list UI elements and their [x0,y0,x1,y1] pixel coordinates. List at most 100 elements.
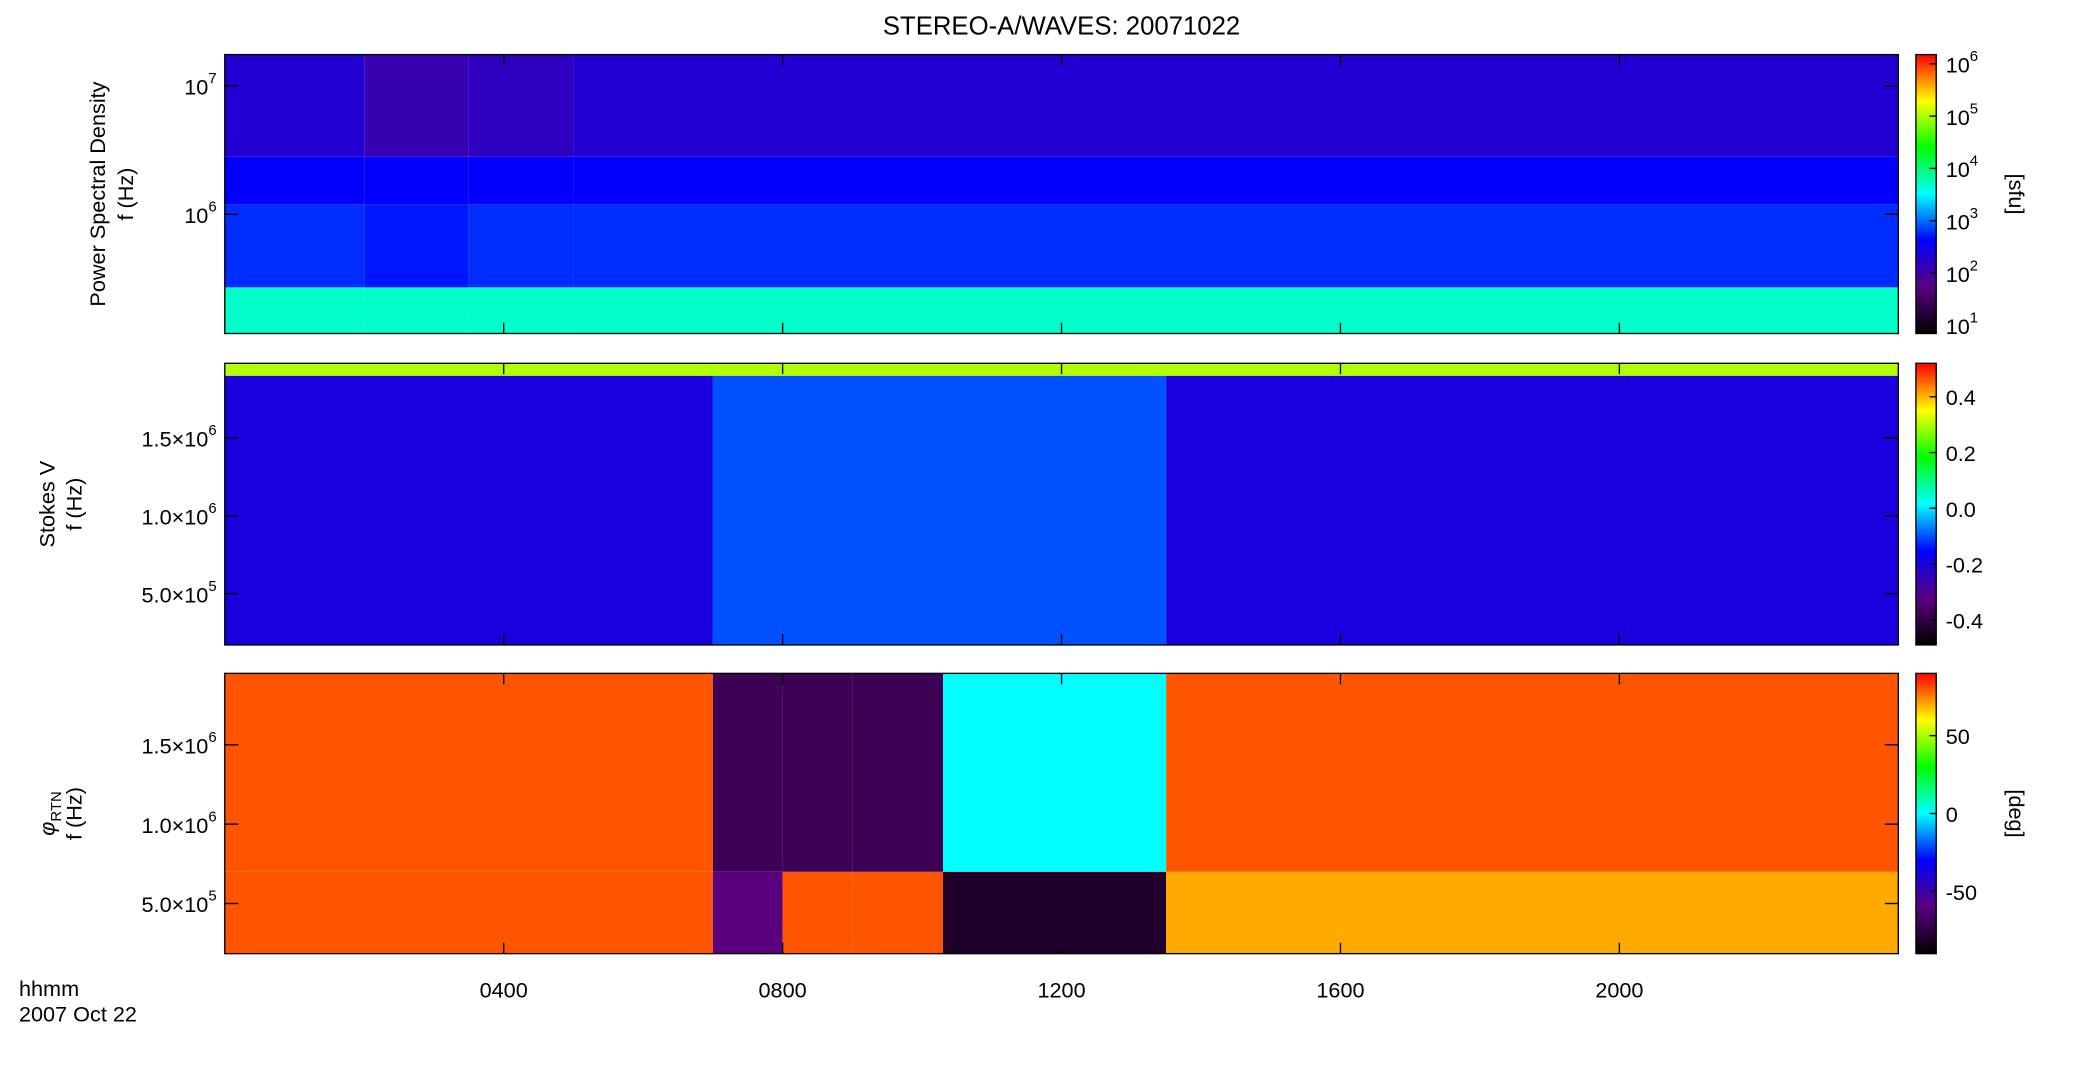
y-axis-label: f (Hz) [113,168,138,221]
heat-cell [224,204,365,288]
heat-cell [224,363,713,376]
colorbar-tick-label-text: 0.0 [1946,497,1976,522]
heat-cell [224,871,713,954]
colorbar-tick-label: 103 [1946,206,1978,234]
y-tick-label-exponent: 5 [208,579,216,595]
colorbar [1915,53,1937,335]
heat-cell [712,673,783,872]
heat-cell [942,871,1167,954]
colorbar-label: [sfu] [2004,174,2029,215]
heat-cell [712,363,1167,376]
colorbar-tick-label-text: 10 [1946,52,1970,77]
colorbar-tick-label-exponent: 2 [1970,258,1978,274]
heat-cell [782,871,853,954]
heat-cell [364,156,469,205]
colorbar-tick-label: 0.0 [1946,497,1976,522]
heat-cell [1166,673,1899,872]
y-tick-label-text: 5.0×10 [142,582,209,607]
x-tick-label: 0400 [480,977,528,1002]
colorbar-tick-label-text: 10 [1946,105,1970,130]
heat-cell [852,673,943,872]
colorbar-label: [deg] [2004,789,2029,837]
y-tick-label: 1.0×106 [142,501,217,529]
x-tick-label-text: 1200 [1037,977,1085,1002]
y-tick-label-exponent: 6 [208,809,216,825]
colorbar-tick-label-exponent: 5 [1970,101,1978,117]
colorbar-tick-label: 105 [1946,101,1978,129]
y-tick-label-exponent: 6 [208,199,216,215]
colorbar-tick-label: -0.4 [1946,608,1983,633]
colorbar-tick-label-text: 10 [1946,157,1970,182]
y-tick-label: 1.0×106 [142,809,217,837]
y-axis-label-subscript: RTN [49,791,65,821]
x-tick-label-text: 0400 [480,977,528,1002]
x-axis-label: hhmm [19,976,79,1001]
x-tick-label: 1200 [1037,977,1085,1002]
heat-cell [224,54,365,157]
y-tick-label-exponent: 6 [208,423,216,439]
colorbar-tick-label: 104 [1946,154,1978,182]
heat-cell [1166,375,1899,645]
y-tick-label-text: 10 [184,74,208,99]
heat-cell [224,287,365,334]
colorbar-tick-label: -0.2 [1946,552,1983,577]
chart-title: STEREO-A/WAVES: 20071022 [883,12,1240,40]
heat-cell [364,287,469,334]
colorbar-tick-label: 0.4 [1946,385,1976,410]
y-tick-label-exponent: 7 [208,71,216,87]
y-axis-label: Stokes V [34,460,59,547]
y-tick-label-exponent: 6 [208,501,216,517]
colorbar-tick-label-text: 10 [1946,314,1970,339]
heat-cell [224,673,713,872]
colorbar-tick-label: 0 [1946,802,1958,827]
heat-cell [468,156,574,205]
heat-cell [364,204,469,288]
y-tick-label: 107 [184,71,216,99]
heat-cell [852,871,943,954]
heat-cell [573,204,1899,288]
colorbar-tick-label: 50 [1946,724,1970,749]
colorbar-tick-label: -50 [1946,880,1977,905]
heat-cell [468,287,574,334]
colorbar [1915,362,1937,646]
heat-cell [782,673,853,872]
y-tick-label: 5.0×105 [142,579,217,607]
x-tick-label: 1600 [1316,977,1364,1002]
heat-cell [468,204,574,288]
heat-cell [224,375,713,645]
x-tick-label-text: 1600 [1316,977,1364,1002]
heat-cell [573,54,1899,157]
colorbar-tick-label: 102 [1946,258,1978,286]
heat-cell [364,54,469,157]
y-tick-label: 106 [184,199,216,227]
y-tick-label-text: 5.0×10 [142,892,209,917]
heat-cell [573,156,1899,205]
colorbar-tick-label: 0.2 [1946,441,1976,466]
x-tick-label-text: 0800 [759,977,807,1002]
y-axis-label-text: Stokes V [34,460,59,547]
y-axis-label: f (Hz) [62,787,87,840]
y-tick-label: 1.5×106 [142,730,217,758]
heat-cell [468,54,574,157]
x-tick-label-text: 2000 [1595,977,1643,1002]
y-tick-label-exponent: 6 [208,730,216,746]
colorbar-tick-label: 106 [1946,49,1978,77]
heat-cell [1166,871,1899,954]
colorbar-tick-label-exponent: 4 [1970,154,1978,170]
colorbar-tick-label: 101 [1946,311,1978,339]
y-tick-label-text: 1.5×10 [142,733,209,758]
y-tick-label-text: 10 [184,203,208,228]
x-tick-label: 2000 [1595,977,1643,1002]
heat-cell [224,156,365,205]
colorbar-tick-label-exponent: 3 [1970,206,1978,222]
x-tick-label: 0800 [759,977,807,1002]
date-label: 2007 Oct 22 [19,1002,137,1027]
y-tick-label-text: 1.0×10 [142,813,209,838]
heat-cell [573,287,1899,334]
y-tick-label-exponent: 5 [208,889,216,905]
y-tick-label: 5.0×105 [142,889,217,917]
heat-cell [712,871,783,954]
y-axis-label: φRTN [34,791,64,835]
y-axis-label: Power Spectral Density [85,81,110,306]
